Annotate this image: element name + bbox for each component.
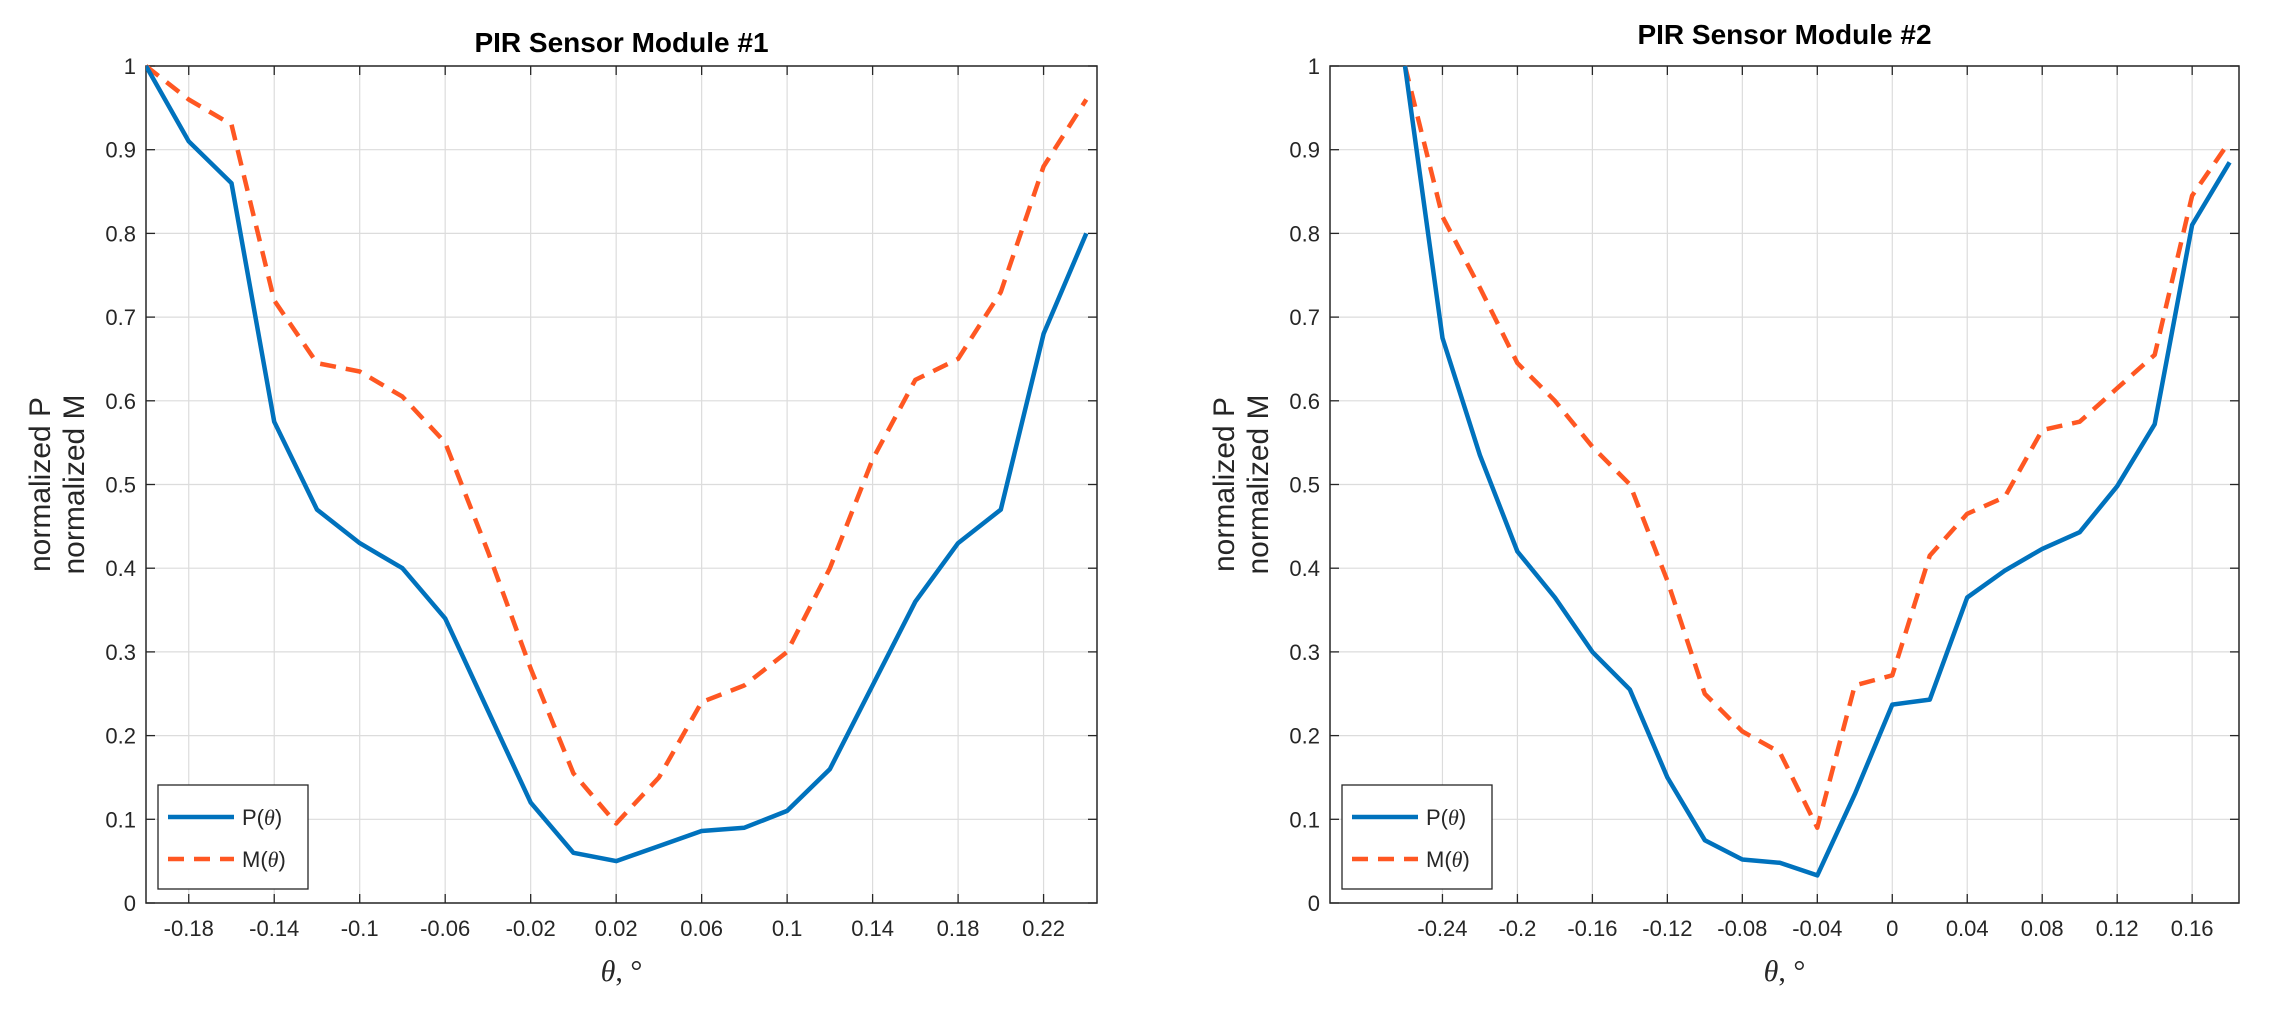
legend-label-close: )	[278, 847, 285, 872]
y-tick-label: 0.6	[1289, 389, 1320, 414]
x-axis-label-unit: , °	[1778, 955, 1805, 988]
legend-label-close: )	[1462, 847, 1469, 872]
legend-box	[1341, 784, 1493, 890]
x-tick-label: -0.06	[420, 916, 470, 941]
x-tick-label: 0.14	[851, 916, 894, 941]
x-axis-label-unit: , °	[615, 955, 642, 988]
legend: P(θ)M(θ)	[1341, 784, 1493, 890]
y-tick-label: 0.2	[1289, 724, 1320, 749]
series-line-m	[146, 64, 1089, 826]
y-axis-label-line2: normalized M	[58, 394, 91, 574]
y-tick-label: 0	[1308, 891, 1320, 916]
x-tick-label: -0.12	[1642, 916, 1692, 941]
legend-label-close: )	[1459, 805, 1466, 830]
x-tick-label: 0.1	[772, 916, 803, 941]
y-axis-label-line1: normalized P	[24, 397, 57, 572]
x-axis-label-symbol: θ	[601, 955, 616, 988]
x-tick-label: -0.18	[164, 916, 214, 941]
x-tick-label: -0.14	[249, 916, 299, 941]
x-axis-label: θ, °	[1764, 955, 1806, 988]
y-tick-label: 0.3	[1289, 640, 1320, 665]
y-tick-label: 0.7	[105, 305, 136, 330]
x-tick-label: 0.22	[1022, 916, 1065, 941]
legend-box	[157, 784, 309, 890]
series-line-p	[146, 64, 1089, 864]
y-tick-label: 0.8	[105, 221, 136, 246]
legend-label-m: M(θ)	[1426, 847, 1470, 872]
x-tick-label: 0.12	[2096, 916, 2139, 941]
x-tick-label: 0.08	[2021, 916, 2064, 941]
y-tick-label: 1	[1308, 54, 1320, 79]
y-tick-label: 0.9	[105, 138, 136, 163]
y-tick-label: 0.1	[1289, 807, 1320, 832]
x-tick-label: -0.2	[1498, 916, 1536, 941]
y-axis-label-line2: normalized M	[1242, 394, 1275, 574]
y-tick-label: 0.2	[105, 724, 136, 749]
legend-label-p: P(θ)	[242, 805, 282, 830]
x-tick-label: 0.06	[680, 916, 723, 941]
x-axis-label: θ, °	[601, 955, 643, 988]
legend-label-fn: M(	[1426, 847, 1452, 872]
series-line-m	[1402, 65, 2232, 830]
legend-label-p: P(θ)	[1426, 805, 1466, 830]
y-tick-label: 0.4	[105, 556, 136, 581]
y-tick-label: 0.6	[105, 389, 136, 414]
y-tick-label: 0.7	[1289, 305, 1320, 330]
x-tick-label: 0.04	[1946, 916, 1989, 941]
y-tick-label: 1	[124, 54, 136, 79]
x-tick-label: 0.16	[2171, 916, 2214, 941]
x-tick-label: 0.02	[595, 916, 638, 941]
legend-label-close: )	[275, 805, 282, 830]
y-tick-label: 0.9	[1289, 138, 1320, 163]
chart-2: -0.24 -0.2 -0.16 -0.12 -0.08 -0.04 0 0.04 0.08 0.…	[1208, 19, 2240, 988]
y-tick-label: 0.5	[1289, 473, 1320, 498]
legend-label-var: θ	[264, 805, 275, 830]
y-tick-label: 0.3	[105, 640, 136, 665]
x-tick-label: -0.02	[506, 916, 556, 941]
x-axis-label-symbol: θ	[1764, 955, 1779, 988]
y-tick-label: 0.8	[1289, 221, 1320, 246]
y-tick-label: 0.5	[105, 473, 136, 498]
legend-label-var: θ	[268, 847, 279, 872]
legend: P(θ)M(θ)	[157, 784, 309, 890]
y-axis-label: normalized Pnormalized M	[24, 394, 91, 574]
y-tick-label: 0	[124, 891, 136, 916]
x-tick-label: -0.04	[1792, 916, 1842, 941]
x-tick-label: 0.18	[937, 916, 980, 941]
x-tick-label: -0.08	[1717, 916, 1767, 941]
x-tick-label: -0.1	[341, 916, 379, 941]
chart-title: PIR Sensor Module #2	[1637, 19, 1931, 50]
x-tick-label: -0.16	[1567, 916, 1617, 941]
legend-label-fn: M(	[242, 847, 268, 872]
y-axis-label: normalized Pnormalized M	[1208, 394, 1275, 574]
chart-1: -0.18 -0.14 -0.1 -0.06 -0.02 0.02 0.06 0.1 0.14 0…	[24, 27, 1098, 988]
legend-label-var: θ	[1448, 805, 1459, 830]
y-axis-label-line1: normalized P	[1208, 397, 1241, 572]
y-tick-label: 0.4	[1289, 556, 1320, 581]
series-line-p	[1402, 65, 2232, 878]
chart-title: PIR Sensor Module #1	[474, 27, 768, 58]
legend-label-fn: P(	[242, 805, 265, 830]
legend-label-var: θ	[1452, 847, 1463, 872]
x-tick-label: 0	[1886, 916, 1898, 941]
legend-label-m: M(θ)	[242, 847, 286, 872]
y-tick-label: 0.1	[105, 807, 136, 832]
x-tick-label: -0.24	[1417, 916, 1467, 941]
legend-label-fn: P(	[1426, 805, 1449, 830]
